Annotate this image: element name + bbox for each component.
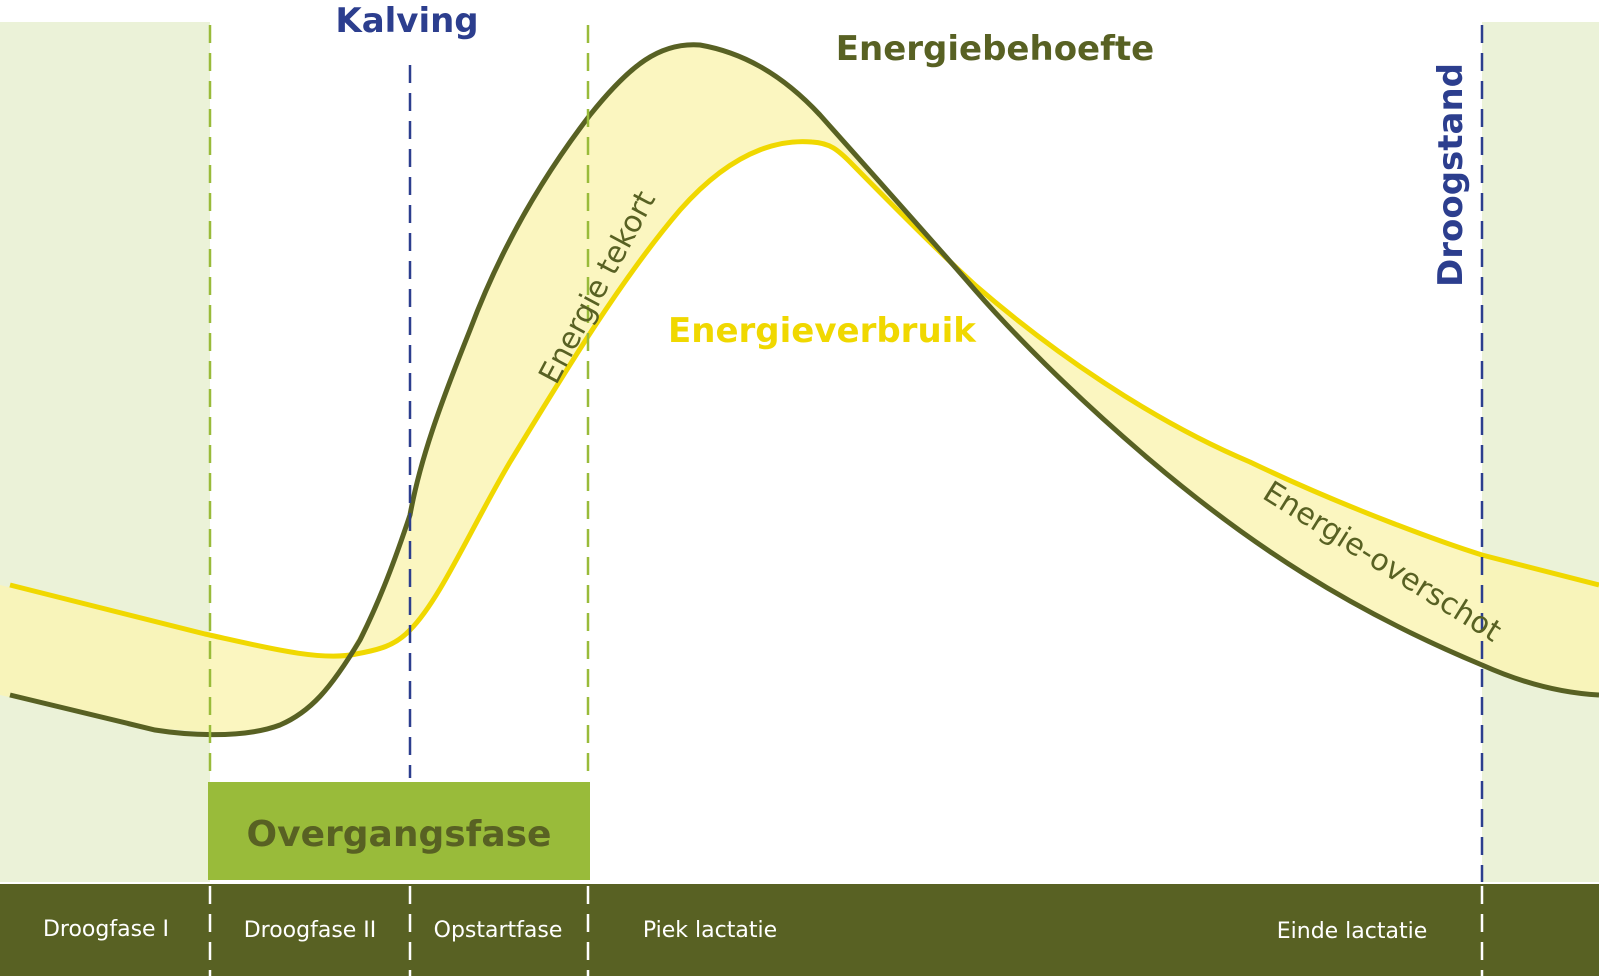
dry-zone-left (0, 22, 210, 882)
phase-label-droogfase-1: Droogfase I (43, 917, 169, 942)
phase-label-einde-lactatie: Einde lactatie (1277, 919, 1428, 944)
energy-gap-area (0, 44, 1599, 734)
dry-zone-right (1482, 22, 1599, 882)
energiebehoefte-label: Energiebehoefte (836, 29, 1154, 69)
energieverbruik-label: Energieverbruik (668, 311, 977, 351)
overgangsfase-box (208, 782, 590, 880)
kalving-label: Kalving (335, 1, 478, 41)
energieverbruik-curve (9, 139, 1599, 659)
droogstand-label: Droogstand (1431, 63, 1471, 287)
energiebehoefte-curve (9, 42, 1599, 738)
phase-label-piek-lactatie: Piek lactatie (643, 918, 777, 943)
phase-label-opstartfase: Opstartfase (434, 918, 563, 943)
overgangsfase-label: Overgangsfase (247, 814, 552, 855)
phase-bar (0, 884, 1599, 976)
phase-label-droogfase-2: Droogfase II (244, 918, 377, 943)
